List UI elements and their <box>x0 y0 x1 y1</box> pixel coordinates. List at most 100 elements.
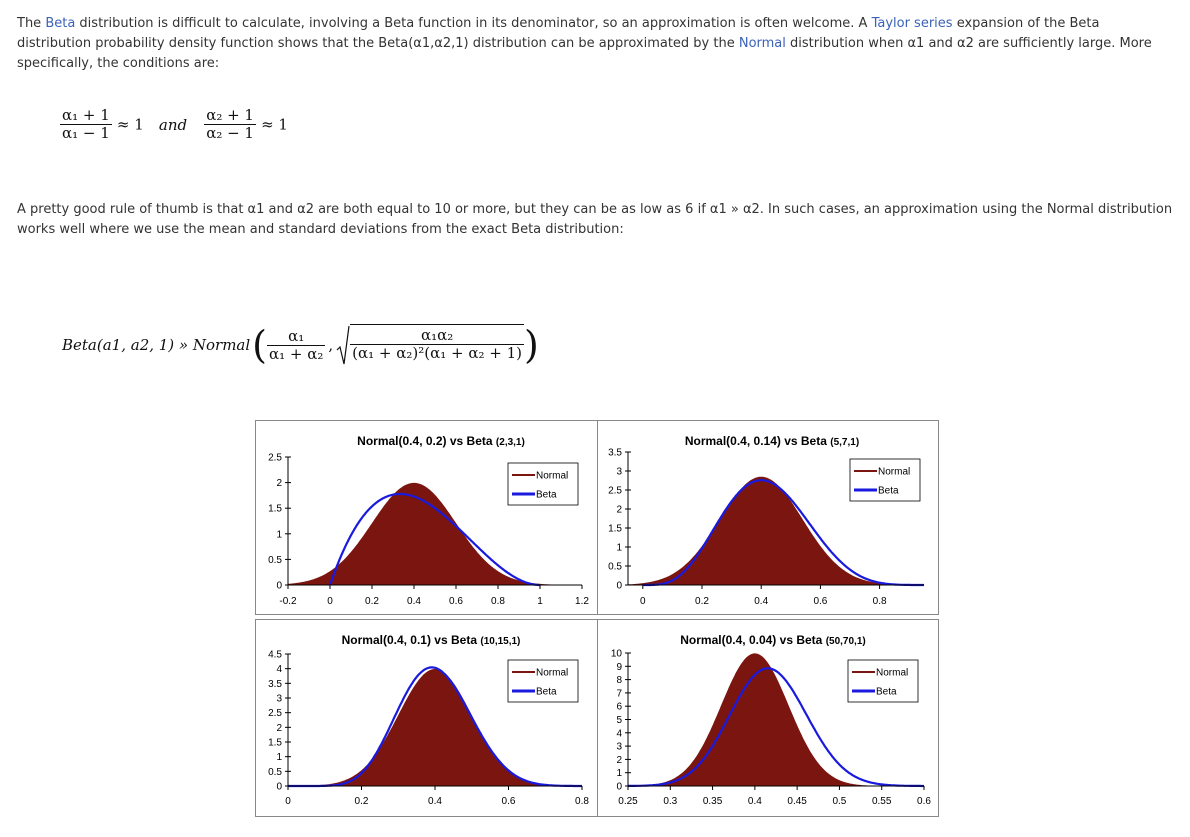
y-tick-label: 3 <box>276 694 282 705</box>
chart-beta-50-70: Normal(0.4, 0.04) vs Beta (50,70,1) 0 1 2 3… <box>597 619 939 817</box>
chart-3-title: Normal(0.4, 0.1) vs Beta (10,15,1) <box>342 633 521 647</box>
condition-denominator-1: α₁ − 1 <box>62 124 110 142</box>
condition-numerator-1: α₁ + 1 <box>60 106 112 125</box>
left-paren: ( <box>252 323 267 367</box>
normal-link[interactable]: Normal <box>738 36 786 51</box>
y-tick-label: 2 <box>276 478 282 489</box>
approx-symbol-2: ≈ 1 <box>261 115 288 134</box>
x-tick-label: 0 <box>640 596 646 607</box>
y-tick-label: 5 <box>616 715 622 726</box>
x-tick-label: 0.2 <box>355 796 369 807</box>
x-tick-label: 0.5 <box>832 796 846 807</box>
y-tick-label: 0.5 <box>268 767 282 778</box>
y-tick-label: 1 <box>276 752 282 763</box>
chart-svg-3: Normal(0.4, 0.1) vs Beta (10,15,1) 0 0.5 1… <box>268 633 589 808</box>
x-tick-label: 0.6 <box>449 596 463 607</box>
chart-2-plot: 0 0.5 1 1.5 2 2.5 3 3.5 0 0.2 0.4 0.6 0.8 Normal Beta <box>608 448 924 607</box>
beta-link[interactable]: Beta <box>45 16 76 31</box>
y-tick-label: 2.5 <box>268 453 282 464</box>
y-tick-label: 1 <box>616 768 622 779</box>
legend-label: Beta <box>536 490 557 501</box>
y-tick-label: 3 <box>616 742 622 753</box>
x-tick-label: 0.8 <box>575 796 589 807</box>
mean-denominator: α₁ + α₂ <box>269 344 324 363</box>
y-tick-label: 0 <box>276 782 282 793</box>
x-tick-label: -0.2 <box>279 596 297 607</box>
y-tick-label: 0 <box>616 581 622 592</box>
y-tick-label: 2.5 <box>268 708 282 719</box>
x-tick-label: 0.6 <box>502 796 516 807</box>
y-tick-label: 4.5 <box>268 650 282 661</box>
chart-svg-1: Normal(0.4, 0.2) vs Beta (2,3,1) 0 0.5 1 1.… <box>268 434 589 607</box>
y-tick-label: 6 <box>616 702 622 713</box>
normal-area <box>628 653 924 786</box>
condition-fraction-2: α₂ + 1 α₂ − 1 <box>204 107 256 142</box>
intro-text-3: expansion of the Beta distribution proba… <box>17 16 1100 51</box>
condition-fraction-1: α₁ + 1 α₁ − 1 <box>60 107 112 142</box>
x-tick-label: 0.55 <box>872 796 892 807</box>
condition-denominator-2: α₂ − 1 <box>206 124 254 142</box>
y-tick-label: 10 <box>611 649 623 660</box>
conditions-formula: α₁ + 1 α₁ − 1 ≈ 1 and α₂ + 1 α₂ − 1 ≈ 1 <box>60 107 288 142</box>
x-tick-label: 0.4 <box>407 596 421 607</box>
legend-label: Beta <box>536 687 557 698</box>
legend-box <box>849 458 921 502</box>
chart-legend: Normal Beta <box>849 458 921 502</box>
sqrt-icon <box>336 325 350 365</box>
y-tick-label: 1 <box>616 543 622 554</box>
legend-box <box>507 659 579 703</box>
chart-legend: Normal Beta <box>507 462 579 506</box>
y-tick-label: 3 <box>616 467 622 478</box>
legend-label: Beta <box>876 687 897 698</box>
chart-svg-4: Normal(0.4, 0.04) vs Beta (50,70,1) 0 1 2 3… <box>611 633 932 807</box>
condition-numerator-2: α₂ + 1 <box>204 106 256 125</box>
chart-beta-5-7: Normal(0.4, 0.14) vs Beta (5,7,1) 0 0.5 1 1… <box>597 420 939 615</box>
chart-2-title: Normal(0.4, 0.14) vs Beta (5,7,1) <box>685 434 859 448</box>
sqrt-expression: α₁α₂ (α₁ + α₂)²(α₁ + α₂ + 1) <box>336 324 525 366</box>
approximation-formula: Beta(a1, a2, 1) » Normal ( α₁ α₁ + α₂ , … <box>62 324 539 366</box>
taylor-series-link[interactable]: Taylor series <box>871 16 953 31</box>
y-tick-label: 2 <box>276 723 282 734</box>
approx-symbol-1: ≈ 1 <box>116 115 144 134</box>
legend-label: Normal <box>536 471 568 482</box>
chart-3-plot: 0 0.5 1 1.5 2 2.5 3 3.5 4 4.5 0 0.2 0.4 0.6 0.8 Normal B… <box>268 650 589 808</box>
y-tick-label: 4 <box>616 728 622 739</box>
intro-text-1: The <box>17 16 46 31</box>
x-tick-label: 0.35 <box>703 796 723 807</box>
rule-of-thumb-paragraph: A pretty good rule of thumb is that α1 a… <box>17 202 1173 237</box>
legend-label: Normal <box>536 668 568 679</box>
beta-curve <box>642 479 924 587</box>
y-tick-label: 2 <box>616 755 622 766</box>
y-tick-label: 1.5 <box>268 738 282 749</box>
legend-box <box>507 462 579 506</box>
normal-area <box>628 476 924 585</box>
x-tick-label: 0 <box>285 796 291 807</box>
x-tick-label: 0.6 <box>917 796 931 807</box>
x-tick-label: 0.4 <box>748 796 762 807</box>
y-tick-label: 2.5 <box>608 486 622 497</box>
mean-numerator: α₁ <box>267 327 326 346</box>
y-tick-label: 4 <box>276 664 282 675</box>
y-tick-label: 1.5 <box>608 524 622 535</box>
x-tick-label: 0.45 <box>787 796 807 807</box>
y-tick-label: 1.5 <box>268 504 282 515</box>
x-tick-label: 0.4 <box>754 596 768 607</box>
comma: , <box>328 336 334 354</box>
x-tick-label: 0 <box>327 596 333 607</box>
x-tick-label: 0.8 <box>873 596 887 607</box>
chart-legend: Normal Beta <box>847 659 919 703</box>
beta-curve <box>328 492 540 587</box>
x-tick-label: 1.2 <box>575 596 589 607</box>
mean-fraction: α₁ α₁ + α₂ <box>267 327 326 363</box>
x-tick-label: 0.2 <box>365 596 379 607</box>
y-tick-label: 7 <box>616 688 622 699</box>
right-paren: ) <box>524 323 539 367</box>
x-tick-label: 0.25 <box>618 796 638 807</box>
formula-lhs: Beta(a1, a2, 1) » Normal <box>62 336 251 354</box>
and-word: and <box>158 115 188 134</box>
y-tick-label: 3.5 <box>608 448 622 459</box>
chart-svg-2: Normal(0.4, 0.14) vs Beta (5,7,1) 0 0.5 1 1… <box>608 434 924 607</box>
chart-4-title: Normal(0.4, 0.04) vs Beta (50,70,1) <box>680 633 865 647</box>
chart-beta-10-15: Normal(0.4, 0.1) vs Beta (10,15,1) 0 0.5 1… <box>255 619 598 817</box>
x-tick-label: 1 <box>537 596 543 607</box>
